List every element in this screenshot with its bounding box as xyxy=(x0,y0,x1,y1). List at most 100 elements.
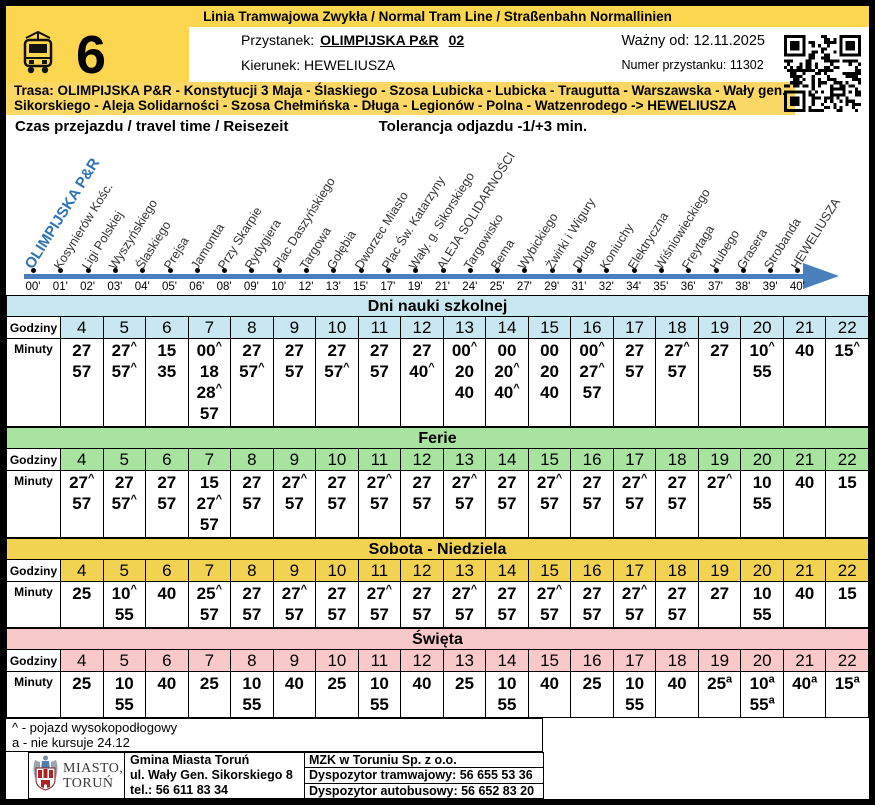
minute-value: 27^ xyxy=(111,340,137,360)
route-line-1: Trasa: OLIMPIJSKA P&R - Konstytucji 3 Ma… xyxy=(14,83,786,98)
minute-value: 57 xyxy=(284,605,304,624)
minute-value: 57 xyxy=(540,494,559,513)
minute-value: 55a xyxy=(749,694,775,714)
minute-marker: ^ xyxy=(428,361,435,374)
minute-marker: ^ xyxy=(470,583,478,596)
minute-value: 40 xyxy=(795,341,815,360)
hour-cell: 4 xyxy=(61,449,104,471)
stop-tick-dot xyxy=(495,268,501,273)
minute-marker: a xyxy=(768,673,775,686)
minute-cell: 27^ 57 xyxy=(61,471,104,538)
stop-time: 01' xyxy=(52,281,68,293)
minute-cell: 10^ 55 xyxy=(103,582,147,628)
hours-label: Godziny xyxy=(7,317,61,339)
minute-value: 40 xyxy=(284,674,304,693)
minute-value: 27^ xyxy=(706,472,733,492)
line-number: 6 xyxy=(76,24,107,85)
minute-cell: 27 57 xyxy=(316,471,359,538)
minute-value: 27 xyxy=(242,584,262,603)
minute-value: 55 xyxy=(114,695,134,714)
minute-value: 57 xyxy=(625,494,645,513)
stop-time: 00' xyxy=(25,281,41,293)
hour-cell: 14 xyxy=(486,449,529,471)
stop-time: 08' xyxy=(216,281,232,293)
minute-cell: 27 57 xyxy=(316,582,359,628)
minute-marker: ^ xyxy=(385,472,393,485)
minute-cell: 27^ 57 xyxy=(273,582,317,628)
travel-info-row: Czas przejazdu / travel time / Reisezeit… xyxy=(6,115,869,139)
minute-cell: 10 55 xyxy=(741,582,784,628)
minute-value: 27 xyxy=(710,341,730,360)
minute-marker: a xyxy=(726,673,733,686)
minute-cell: 27 xyxy=(698,582,742,628)
minute-value: 27 xyxy=(582,584,602,603)
minute-cell: 15a xyxy=(826,672,869,718)
stop-time: 34' xyxy=(626,281,642,293)
hour-cell: 13 xyxy=(443,317,487,339)
minute-cell: 27^ 57 xyxy=(528,582,572,628)
minute-cell: 27 57 xyxy=(146,471,189,538)
minute-marker: ^ xyxy=(598,340,605,353)
minute-cell: 40 xyxy=(528,672,572,718)
stop-time: 03' xyxy=(107,281,123,293)
minute-cell: 15^ xyxy=(826,339,869,427)
minute-value: 20 xyxy=(455,362,474,381)
stop-time: 25' xyxy=(489,281,505,293)
stop-tick-dot xyxy=(658,268,664,273)
hour-cell: 17 xyxy=(613,560,657,582)
minute-value: 25 xyxy=(199,674,219,693)
hour-cell: 15 xyxy=(528,650,572,672)
minute-marker: ^ xyxy=(683,340,690,353)
minute-value: 10 xyxy=(752,473,772,492)
stop-label: Przystanek: xyxy=(241,32,315,48)
stop-tick-dot xyxy=(331,268,337,273)
minute-value: 00 xyxy=(497,341,517,360)
hour-cell: 11 xyxy=(358,560,402,582)
minute-value: 57 xyxy=(284,362,304,381)
hour-cell: 22 xyxy=(826,560,869,582)
minute-cell: 27^ 57 xyxy=(273,471,317,538)
minute-marker: ^ xyxy=(343,361,350,374)
minute-value: 27 xyxy=(582,473,602,492)
hour-cell: 8 xyxy=(231,317,274,339)
minute-marker: ^ xyxy=(130,583,137,596)
hour-cell: 9 xyxy=(273,650,317,672)
stop-tick-dot xyxy=(522,268,528,273)
minute-marker: ^ xyxy=(130,493,137,506)
minute-value: 57 xyxy=(455,494,474,513)
minute-value: 20^ xyxy=(494,361,520,381)
stop-tick-dot xyxy=(276,268,282,273)
direction-value: HEWELIUSZA xyxy=(304,57,396,73)
minute-value: 27^ xyxy=(281,583,308,603)
hour-cell: 21 xyxy=(783,449,827,471)
header-banner: Linia Tramwajowa Zwykła / Normal Tram Li… xyxy=(6,6,869,27)
hour-cell: 4 xyxy=(61,650,104,672)
minute-value: 27^ xyxy=(196,493,223,513)
minute-value: 57 xyxy=(455,605,474,624)
minute-value: 57 xyxy=(199,605,219,624)
hour-cell: 11 xyxy=(358,449,402,471)
minute-cell: 27 57 xyxy=(656,582,699,628)
hour-cell: 10 xyxy=(316,317,359,339)
minute-value: 57 xyxy=(412,494,432,513)
hour-cell: 18 xyxy=(656,560,699,582)
minute-value: 27^ xyxy=(451,583,478,603)
minute-value: 57 xyxy=(369,494,389,513)
minute-marker: ^ xyxy=(470,340,478,353)
minute-value: 10a xyxy=(749,673,775,693)
stop-tick-dot xyxy=(713,268,719,273)
minute-value: 00 xyxy=(540,341,559,360)
minute-cell: 27 57 xyxy=(358,339,402,427)
minute-value: 57 xyxy=(369,362,389,381)
minute-cell: 00 20^ 40^ xyxy=(486,339,529,427)
minute-value: 55 xyxy=(625,695,645,714)
minute-value: 40^ xyxy=(494,382,520,402)
timeline-arrowhead-icon xyxy=(803,263,839,289)
hour-cell: 8 xyxy=(231,560,274,582)
stop-name: OLIMPIJSKA P&R xyxy=(320,32,439,48)
stop-tick-dot xyxy=(58,268,64,273)
minute-cell: 27^ 57 xyxy=(443,471,487,538)
table-title: Ferie xyxy=(7,428,869,449)
hour-cell: 4 xyxy=(61,560,104,582)
hours-label: Godziny xyxy=(7,650,61,672)
